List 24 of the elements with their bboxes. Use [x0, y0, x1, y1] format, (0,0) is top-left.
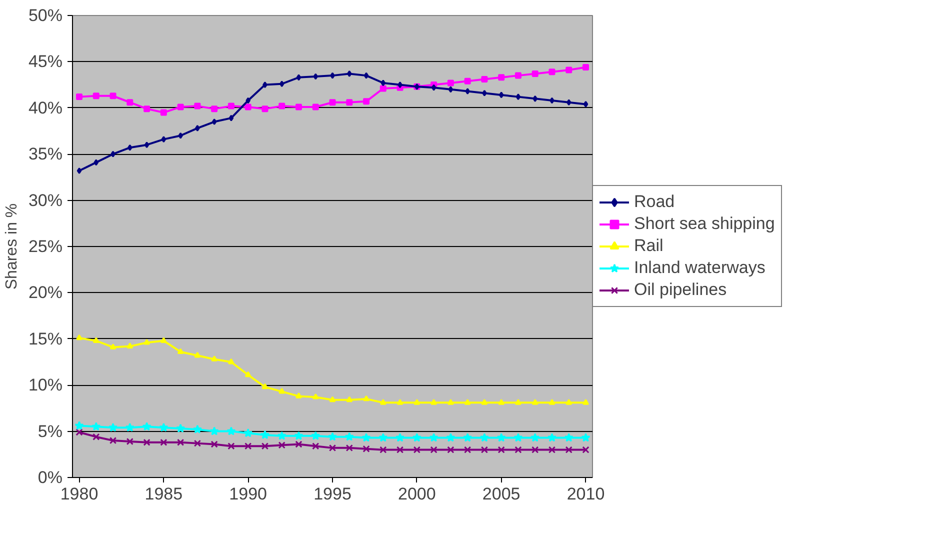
y-tick-label: 20% — [28, 283, 63, 302]
legend-label: Road — [634, 192, 675, 212]
y-tick-label: 30% — [28, 190, 63, 210]
x-tick-label: 2000 — [398, 484, 436, 504]
x-tick-label: 1980 — [60, 484, 98, 504]
x-tick-label: 1990 — [229, 484, 268, 504]
y-tick-label: 10% — [28, 376, 63, 395]
legend-label: Rail — [634, 236, 664, 256]
y-tick-label: 25% — [28, 237, 63, 256]
y-tick-label: 0% — [38, 468, 63, 487]
y-tick-label: 5% — [38, 422, 63, 441]
x-tick-label: 1985 — [144, 484, 183, 504]
y-axis-title: Shares in % — [3, 203, 20, 290]
legend-label: Oil pipelines — [634, 280, 727, 300]
y-tick-label: 40% — [28, 98, 63, 118]
x-tick-label: 1995 — [314, 484, 352, 504]
y-tick-label: 45% — [28, 52, 63, 72]
y-tick-label: 35% — [28, 144, 63, 164]
x-tick-label: 2005 — [482, 484, 520, 504]
legend-label: Inland waterways — [634, 258, 766, 278]
legend-label: Short sea shipping — [634, 214, 775, 234]
y-tick-label: 50% — [28, 6, 63, 25]
x-tick-label: 2010 — [566, 484, 605, 504]
y-tick-label: 15% — [28, 329, 63, 348]
